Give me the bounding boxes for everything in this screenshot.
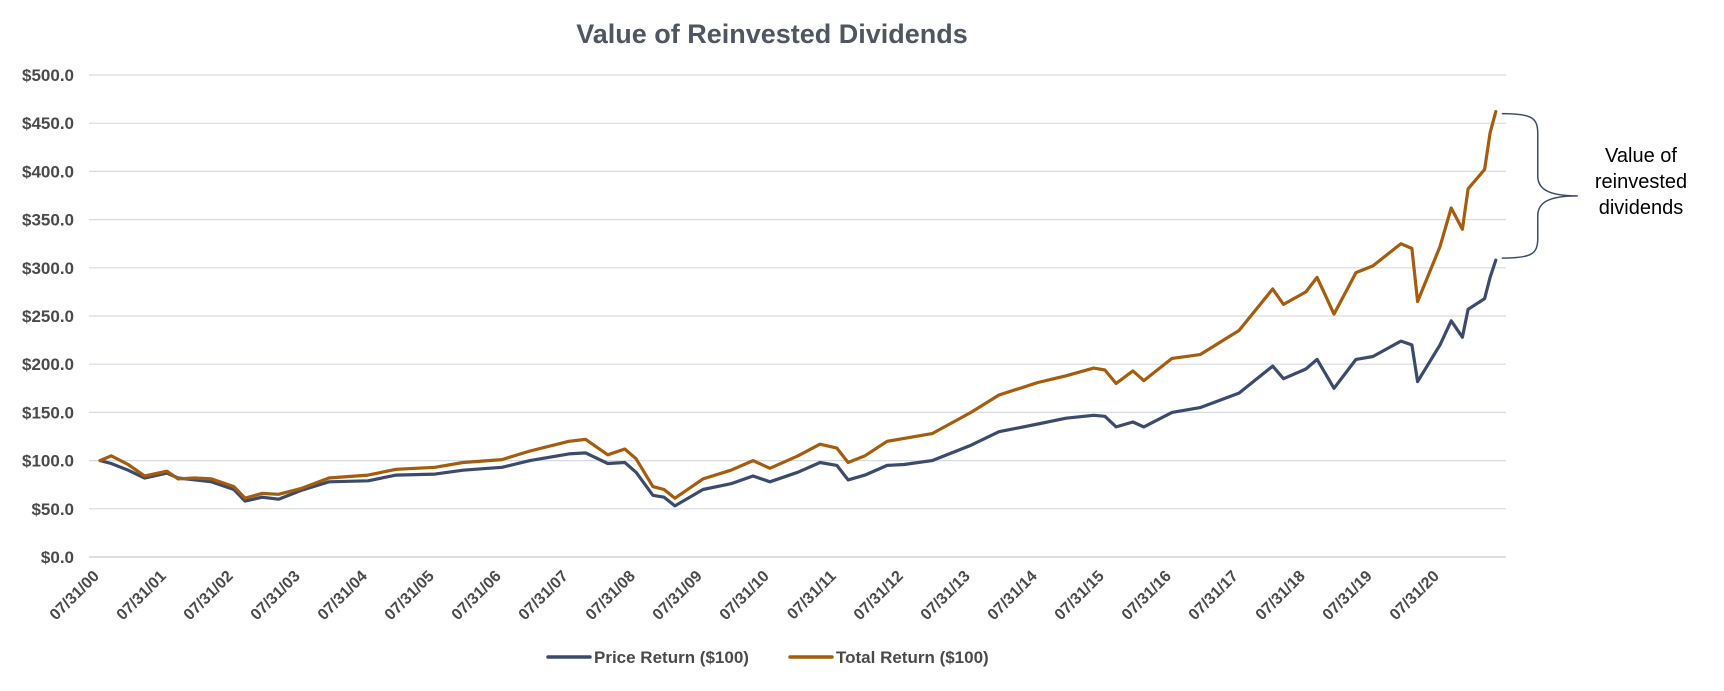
y-tick-label: $350.0 <box>22 211 74 230</box>
y-tick-label: $100.0 <box>22 452 74 471</box>
y-tick-label: $0.0 <box>41 548 74 567</box>
series-lines <box>98 109 1498 508</box>
x-tick-label: 07/31/09 <box>650 568 706 624</box>
x-axis-ticks: 07/31/00 07/31/01 07/31/02 07/31/03 07/31/04… <box>47 568 1443 624</box>
series-line-total-return <box>98 109 1498 500</box>
annotation-text-line: Value of <box>1605 145 1677 167</box>
chart-title: Value of Reinvested Dividends <box>576 19 968 49</box>
x-tick-label: 07/31/01 <box>114 568 170 624</box>
x-tick-label: 07/31/04 <box>315 568 371 624</box>
x-tick-label: 07/31/07 <box>516 568 572 624</box>
y-tick-label: $150.0 <box>22 403 74 422</box>
x-tick-label: 07/31/13 <box>918 568 974 624</box>
x-tick-label: 07/31/15 <box>1052 568 1108 624</box>
x-tick-label: 07/31/17 <box>1186 568 1242 624</box>
y-tick-label: $300.0 <box>22 259 74 278</box>
x-tick-label: 07/31/20 <box>1387 568 1443 624</box>
x-tick-label: 07/31/00 <box>47 568 103 624</box>
annotation: Value of reinvested dividends <box>1501 112 1687 259</box>
y-tick-label: $500.0 <box>22 66 74 85</box>
x-tick-label: 07/31/18 <box>1253 568 1309 624</box>
x-tick-label: 07/31/10 <box>717 568 773 624</box>
y-tick-label: $50.0 <box>31 500 74 519</box>
annotation-text-line: reinvested <box>1595 171 1687 193</box>
legend: Price Return ($100) Total Return ($100) <box>546 648 989 667</box>
x-tick-label: 07/31/11 <box>784 568 840 624</box>
legend-label: Price Return ($100) <box>594 648 749 667</box>
y-tick-label: $450.0 <box>22 114 74 133</box>
x-tick-label: 07/31/14 <box>985 568 1041 624</box>
x-tick-label: 07/31/06 <box>449 568 505 624</box>
grid <box>89 74 1506 558</box>
x-tick-label: 07/31/12 <box>851 568 907 624</box>
x-tick-label: 07/31/19 <box>1320 568 1376 624</box>
y-tick-label: $200.0 <box>22 355 74 374</box>
legend-label: Total Return ($100) <box>836 648 989 667</box>
y-axis-ticks: $0.0 $50.0 $100.0 $150.0 $200.0 $250.0 $300.0 $… <box>22 66 74 567</box>
x-tick-label: 07/31/08 <box>583 568 639 624</box>
x-tick-label: 07/31/16 <box>1119 568 1175 624</box>
x-tick-label: 07/31/03 <box>248 568 304 624</box>
annotation-brace <box>1501 112 1578 259</box>
y-tick-label: $250.0 <box>22 307 74 326</box>
series-line-price-return <box>98 258 1498 508</box>
x-tick-label: 07/31/05 <box>382 568 438 624</box>
x-tick-label: 07/31/02 <box>181 568 237 624</box>
annotation-text-line: dividends <box>1599 197 1684 219</box>
y-tick-label: $400.0 <box>22 162 74 181</box>
